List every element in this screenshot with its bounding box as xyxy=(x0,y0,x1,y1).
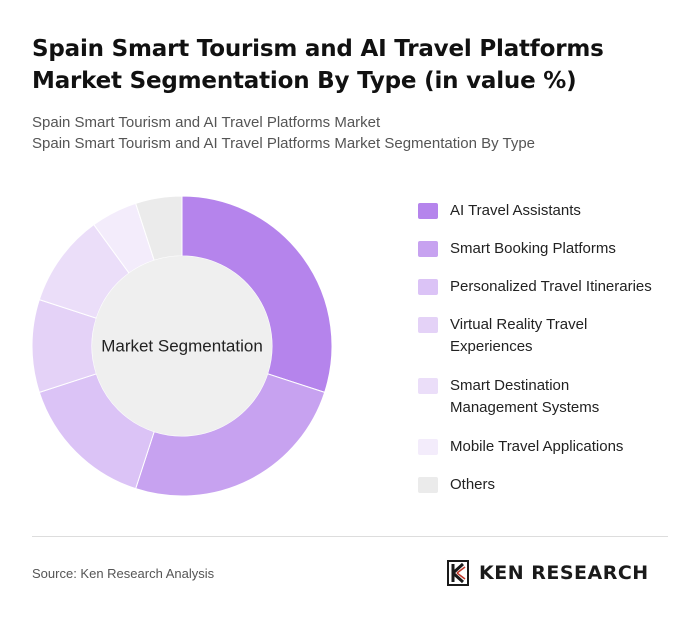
donut-hole xyxy=(92,256,272,436)
legend-swatch xyxy=(418,203,438,219)
ken-research-logo: KEN RESEARCH xyxy=(447,560,669,586)
legend-swatch xyxy=(418,378,438,394)
source-note: Source: Ken Research Analysis xyxy=(32,566,215,581)
donut-slice-2 xyxy=(135,373,326,496)
legend-swatch xyxy=(418,279,438,295)
legend-swatch xyxy=(418,439,438,455)
legend-swatch xyxy=(418,477,438,493)
ken-research-logo-text: KEN RESEARCH xyxy=(479,562,649,584)
footer-divider xyxy=(32,536,668,537)
legend-swatch xyxy=(418,241,438,257)
legend-label: Personalized Travel Itineraries xyxy=(450,278,652,295)
donut-chart-svg: Market Segmentation xyxy=(32,196,332,496)
donut-center-label: Market Segmentation xyxy=(101,336,263,355)
chart-subtitle-line2: Spain Smart Tourism and AI Travel Platfo… xyxy=(32,135,536,152)
legend-swatch xyxy=(418,317,438,333)
legend-label: Others xyxy=(450,476,496,493)
ken-research-k-icon xyxy=(447,560,469,586)
legend-label: Virtual Reality Travel Experiences xyxy=(450,316,588,355)
donut-chart: Market Segmentation xyxy=(32,196,332,496)
legend-label: Smart Destination Management Systems xyxy=(450,377,600,416)
legend-label: AI Travel Assistants xyxy=(450,202,581,219)
donut-slices xyxy=(32,196,332,496)
legend-label: Mobile Travel Applications xyxy=(450,438,624,455)
chart-subtitle-line1: Spain Smart Tourism and AI Travel Platfo… xyxy=(32,114,381,131)
chart-title: Spain Smart Tourism and AI Travel Platfo… xyxy=(32,36,604,94)
legend-label: Smart Booking Platforms xyxy=(450,240,616,257)
